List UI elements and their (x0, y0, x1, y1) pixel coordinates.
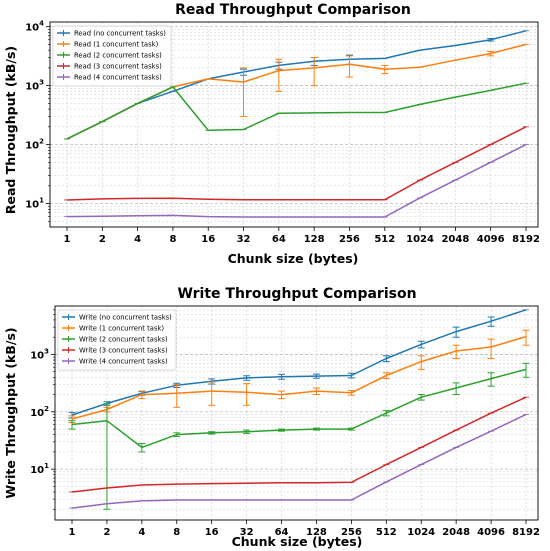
read-legend-entry: Read (1 concurrent task) (74, 41, 159, 49)
read-y-tick-label: 104 (25, 20, 44, 34)
read-chart: Read Throughput Comparison Chunk size (b… (3, 2, 540, 266)
write-y-tick-label: 103 (30, 347, 49, 361)
read-series-line-4 (66, 143, 527, 218)
read-x-tick-label: 8192 (512, 234, 540, 245)
read-x-tick-label: 128 (304, 234, 325, 245)
write-chart-title: Write Throughput Comparison (177, 286, 416, 302)
write-x-tick-label: 16 (205, 527, 219, 538)
read-series-line-2 (66, 82, 527, 140)
write-x-tick-label: 2 (103, 527, 110, 538)
write-series-line-4 (71, 413, 527, 509)
write-chart: Write Throughput Comparison Chunk size (… (3, 286, 540, 549)
read-legend-box (52, 25, 172, 87)
read-y-tick-label: 101 (25, 197, 44, 211)
read-x-tick-label: 1024 (406, 234, 434, 245)
read-series-line-3 (66, 126, 527, 201)
read-chart-title: Read Throughput Comparison (175, 2, 411, 18)
write-chart-plot-area: 101 102 103 1 2 4 8 16 32 64 128 256 512 1024 2048 4096… (30, 305, 540, 538)
write-legend-entry: Write (3 concurrent tasks) (79, 347, 168, 355)
read-chart-ylabel: Read Throughput (kB/s) (3, 46, 18, 214)
write-x-tick-label: 2048 (442, 527, 470, 538)
read-chart-plot-area: 101 102 103 104 1 2 4 8 16 32 64 128 256 512 1024 2048 4… (25, 20, 540, 245)
read-x-tick-label: 4096 (477, 234, 505, 245)
write-chart-ylabel: Write Throughput (kB/s) (3, 327, 18, 498)
write-legend-entry: Write (4 concurrent tasks) (79, 358, 168, 366)
write-x-tick-label: 4096 (477, 527, 505, 538)
read-legend-entry: Read (3 concurrent tasks) (74, 63, 162, 71)
write-x-tick-label: 8192 (512, 527, 540, 538)
write-series-line-1 (71, 335, 527, 420)
write-x-tick-label: 256 (341, 527, 362, 538)
read-axes-frame (49, 21, 539, 228)
write-y-tick-label: 101 (30, 462, 49, 476)
write-x-tick-label: 1 (69, 527, 76, 538)
write-x-tick-label: 32 (240, 527, 254, 538)
read-x-tick-label: 1 (64, 234, 71, 245)
write-x-tick-label: 512 (376, 527, 397, 538)
read-x-tick-label: 8 (169, 234, 176, 245)
read-legend-entry: Read (no concurrent tasks) (74, 30, 166, 38)
read-x-tick-label: 512 (374, 234, 395, 245)
read-y-tick-label: 102 (25, 138, 44, 152)
write-x-tick-label: 128 (306, 527, 327, 538)
read-x-tick-label: 2048 (441, 234, 469, 245)
write-legend-box (57, 309, 177, 371)
write-x-tick-label: 8 (173, 527, 180, 538)
write-legend-entry: Write (no concurrent tasks) (79, 314, 172, 322)
read-x-tick-label: 64 (272, 234, 286, 245)
read-x-tick-label: 16 (201, 234, 215, 245)
write-y-tick-label: 102 (30, 405, 49, 419)
read-x-tick-label: 256 (339, 234, 360, 245)
read-legend-entry: Read (4 concurrent tasks) (74, 74, 162, 82)
write-axes-frame (54, 305, 539, 521)
read-y-tick-label: 103 (25, 79, 44, 93)
write-legend: Write (no concurrent tasks) Write (1 conc… (57, 309, 177, 371)
read-x-tick-label: 32 (237, 234, 251, 245)
read-legend-entry: Read (2 concurrent tasks) (74, 52, 162, 60)
read-chart-xlabel: Chunk size (bytes) (228, 251, 359, 266)
write-legend-entry: Write (2 concurrent tasks) (79, 336, 168, 344)
write-x-tick-label: 64 (275, 527, 289, 538)
read-x-tick-label: 2 (99, 234, 106, 245)
write-series-line-0 (71, 309, 527, 416)
write-chart-xlabel: Chunk size (bytes) (232, 534, 363, 549)
write-legend-entry: Write (1 concurrent task) (79, 325, 164, 333)
read-x-tick-label: 4 (134, 234, 141, 245)
write-series-line-3 (71, 396, 527, 493)
read-legend: Read (no concurrent tasks) Read (1 concur… (52, 25, 172, 87)
write-series-line-2 (71, 368, 527, 449)
write-x-tick-label: 4 (138, 527, 145, 538)
write-x-tick-label: 1024 (407, 527, 435, 538)
